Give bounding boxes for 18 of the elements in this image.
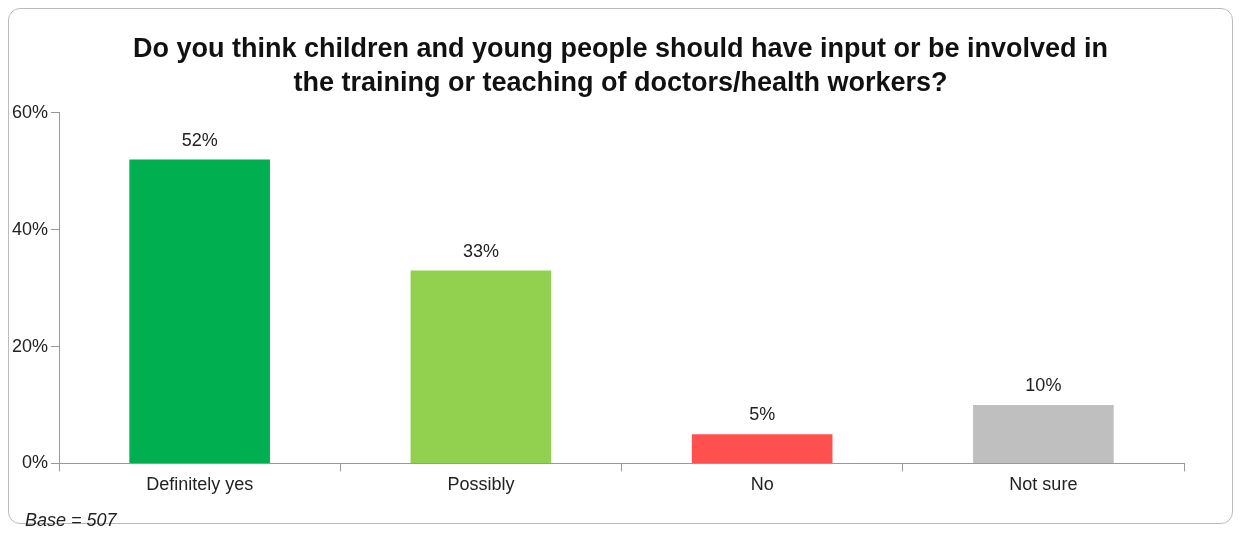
data-label: 10% bbox=[1025, 374, 1062, 395]
y-tick-label: 40% bbox=[12, 218, 49, 239]
chart-title: Do you think children and young people should have input or be involved in the training or teaching of doctors/health workers? bbox=[131, 32, 1110, 99]
data-label: 5% bbox=[749, 404, 776, 425]
x-tick-label: No bbox=[750, 474, 774, 495]
y-tick-label: 0% bbox=[22, 452, 49, 473]
data-label: 52% bbox=[181, 129, 218, 150]
x-tick-label: Possibly bbox=[447, 474, 515, 495]
data-label: 33% bbox=[462, 240, 499, 261]
bar bbox=[410, 270, 552, 463]
bar bbox=[691, 434, 833, 463]
bar bbox=[973, 404, 1114, 463]
y-tick-label: 20% bbox=[12, 335, 49, 356]
x-tick-label: Not sure bbox=[1009, 474, 1078, 495]
x-tick-label: Definitely yes bbox=[146, 474, 254, 495]
y-tick-label: 60% bbox=[12, 101, 49, 122]
bar bbox=[129, 159, 270, 463]
text: Base = 507 bbox=[25, 510, 117, 531]
